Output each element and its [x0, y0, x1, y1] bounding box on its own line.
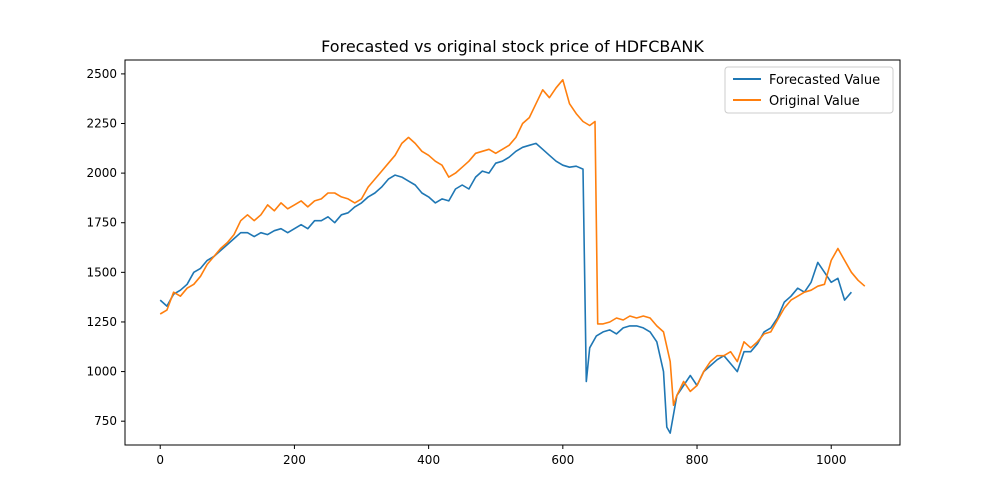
- y-tick-label: 2000: [86, 166, 117, 180]
- series-line-forecasted-value: [159, 142, 853, 434]
- x-tick-label: 800: [686, 453, 709, 467]
- x-tick-label: 200: [283, 453, 306, 467]
- x-tick-label: 600: [551, 453, 574, 467]
- y-tick-label: 1000: [86, 365, 117, 379]
- axes-layer: 0 200 400 600 800 1000 750 1000 1250 1500 1750 2000…: [86, 67, 846, 467]
- y-tick-label: 1500: [86, 265, 117, 279]
- chart-title: Forecasted vs original stock price of HD…: [321, 37, 704, 56]
- legend-label: Forecasted Value: [769, 73, 880, 88]
- legend: Forecasted Value Original Value: [724, 66, 894, 114]
- x-tick-label: 1000: [816, 453, 847, 467]
- plot-layer: [159, 79, 866, 434]
- x-tick-label: 400: [417, 453, 440, 467]
- legend-label: Original Value: [769, 94, 860, 109]
- y-tick-label: 1250: [86, 315, 117, 329]
- legend-box: [724, 66, 894, 114]
- y-tick-label: 750: [94, 414, 117, 428]
- y-tick-label: 2500: [86, 67, 117, 81]
- y-tick-label: 2250: [86, 117, 117, 131]
- x-tick-label: 0: [156, 453, 164, 467]
- plot-frame: [124, 59, 901, 446]
- y-tick-label: 1750: [86, 216, 117, 230]
- series-line-original-value: [159, 79, 866, 407]
